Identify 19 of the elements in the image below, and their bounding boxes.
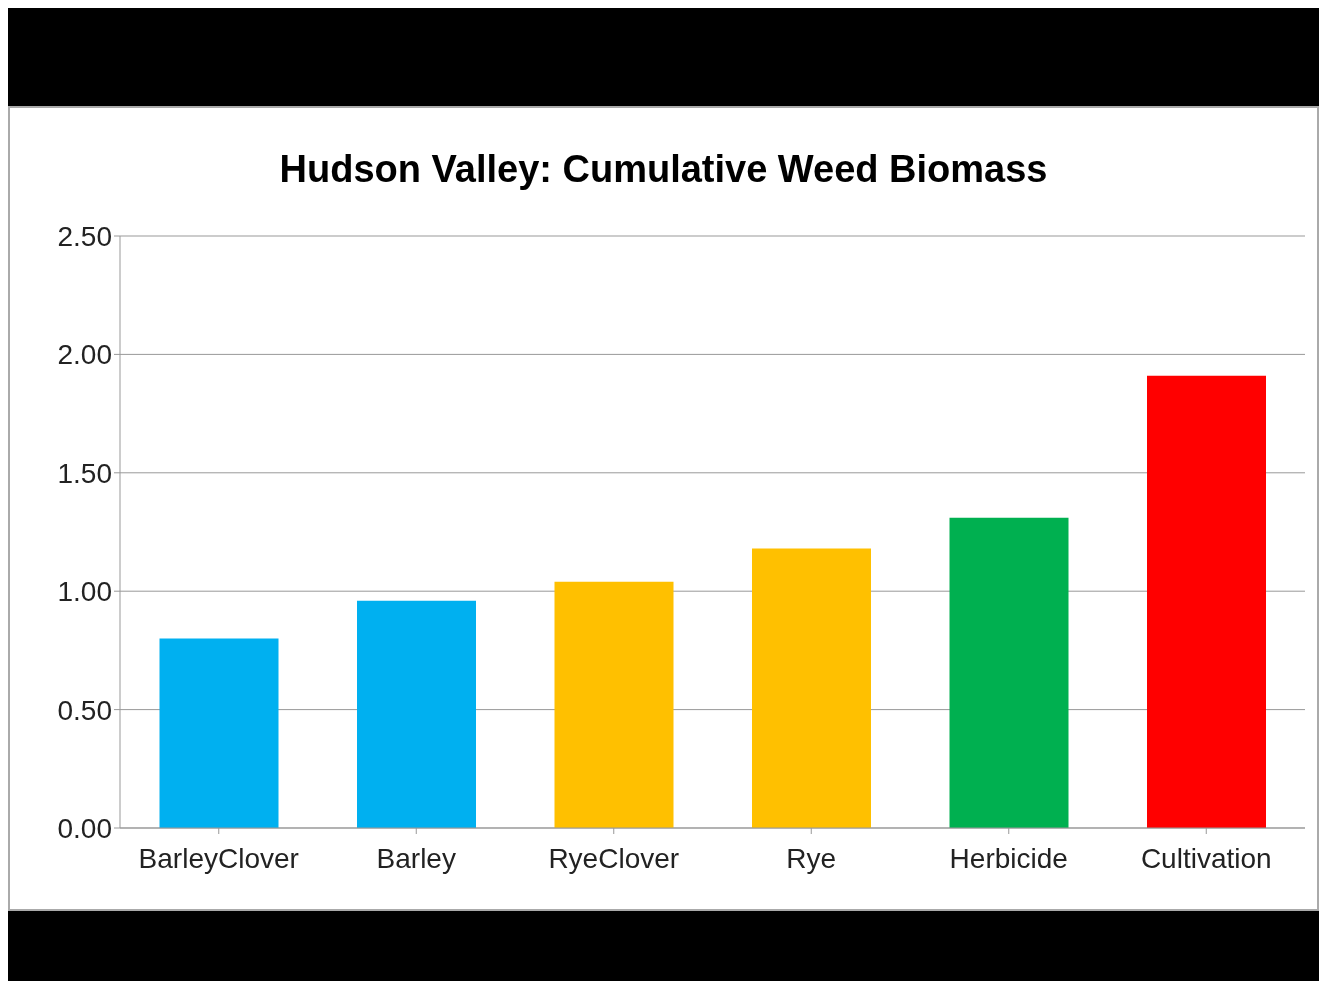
x-tick-label: BarleyClover	[138, 842, 299, 874]
y-tick-label: 2.00	[57, 339, 112, 371]
y-tick-label: 0.50	[57, 694, 112, 726]
x-tick-label: Cultivation	[1140, 842, 1272, 874]
bar	[949, 517, 1069, 828]
y-tick-label: 1.00	[57, 576, 112, 608]
bar	[752, 548, 871, 828]
y-tick-label: 2.50	[57, 220, 112, 252]
bar	[357, 600, 476, 828]
x-tick-label: Rye	[786, 842, 837, 874]
x-tick-label: Barley	[376, 842, 456, 874]
bar	[1147, 375, 1266, 828]
bar	[159, 638, 279, 828]
x-tick-label: RyeClover	[548, 842, 680, 874]
chart-title: Hudson Valley: Cumulative Weed Biomass	[278, 147, 1049, 192]
x-tick-label: Herbicide	[949, 842, 1068, 874]
y-tick-label: 0.00	[57, 812, 112, 844]
bar	[554, 581, 674, 828]
y-tick-label: 1.50	[57, 457, 112, 489]
